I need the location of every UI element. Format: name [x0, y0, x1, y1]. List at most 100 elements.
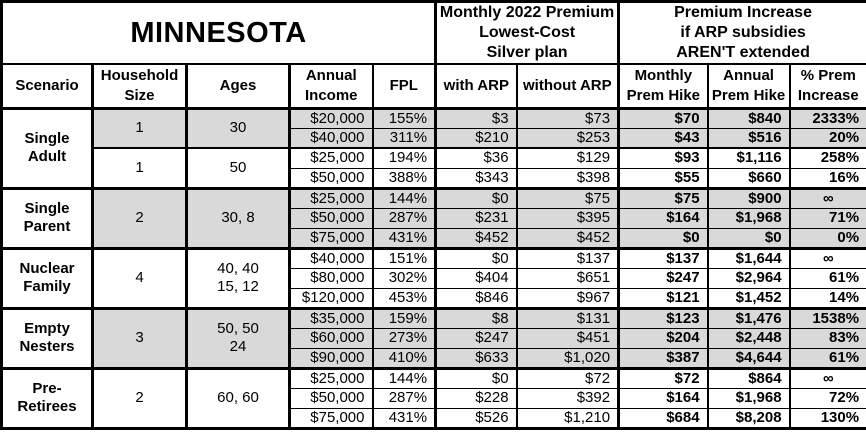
pct-prem-increase-cell: 0% — [788, 227, 866, 248]
fpl-cell: 155% — [371, 106, 436, 128]
annual-prem-hike-cell: $1,968 — [706, 207, 790, 228]
pct-prem-increase-cell: 83% — [788, 327, 866, 348]
fpl-cell: 194% — [371, 147, 436, 168]
without-arp-cell: $1,210 — [515, 407, 619, 428]
fpl-cell: 287% — [371, 207, 436, 228]
annual-income-cell: $90,000 — [288, 347, 373, 368]
col-header-household-size: Household Size — [91, 64, 187, 110]
annual-income-cell: $60,000 — [288, 327, 373, 348]
annual-income-cell: $20,000 — [288, 106, 373, 128]
table-header-group-row: MINNESOTA Monthly 2022 Premium Lowest-Co… — [1, 1, 866, 65]
annual-income-cell: $50,000 — [288, 387, 373, 408]
table-row: $50,000 388% $343 $398 $55 $660 16% — [2, 167, 866, 188]
fpl-cell: 388% — [371, 167, 436, 188]
household-size-cell: 2 — [91, 186, 187, 248]
without-arp-cell: $398 — [515, 167, 619, 188]
monthly-prem-hike-cell: $137 — [617, 246, 708, 268]
fpl-cell: 159% — [371, 306, 436, 328]
annual-prem-hike-cell: $516 — [706, 127, 790, 148]
without-arp-cell: $253 — [515, 127, 619, 148]
pct-prem-increase-cell: 130% — [788, 407, 866, 428]
monthly-prem-hike-cell: $43 — [617, 127, 708, 148]
with-arp-cell: $0 — [434, 186, 517, 208]
monthly-prem-hike-cell: $70 — [617, 106, 708, 128]
pct-prem-increase-cell: 1538% — [788, 306, 866, 328]
fpl-cell: 431% — [371, 227, 436, 248]
monthly-prem-hike-cell: $75 — [617, 186, 708, 208]
scenario-cell: Single Parent — [1, 186, 93, 248]
monthly-prem-hike-cell: $204 — [617, 327, 708, 348]
pct-prem-increase-cell: 16% — [788, 167, 866, 188]
ages-cell: 50, 50 24 — [185, 306, 290, 368]
table-title: MINNESOTA — [1, 1, 436, 65]
pct-prem-increase-cell: 258% — [788, 147, 866, 168]
table-row: Single Parent 2 30, 8 $25,000 144% $0 $75 $75 $9… — [1, 186, 866, 248]
premium-column-group-header: Monthly 2022 Premium Lowest-Cost Silver … — [434, 1, 619, 65]
fpl-cell: 410% — [371, 347, 436, 368]
annual-income-cell: $80,000 — [288, 267, 373, 288]
col-header-annual-prem-hike: Annual Prem Hike — [706, 64, 790, 110]
pct-prem-increase-cell: 71% — [788, 207, 866, 228]
fpl-cell: 453% — [371, 287, 436, 308]
annual-prem-hike-cell: $1,476 — [706, 306, 790, 328]
monthly-prem-hike-cell: $123 — [617, 306, 708, 328]
fpl-cell: 431% — [371, 407, 436, 428]
pct-prem-increase-cell: 14% — [788, 287, 866, 308]
ages-cell: 30, 8 — [185, 186, 290, 248]
without-arp-cell: $392 — [515, 387, 619, 408]
scenario-cell: Empty Nesters — [1, 306, 93, 368]
ages-cell: 50 — [185, 147, 290, 188]
fpl-cell: 287% — [371, 387, 436, 408]
table-row: Pre- Retirees 2 60, 60 $25,000 144% $0 $72 $72 $… — [1, 366, 866, 428]
ages-cell: 40, 40 15, 12 — [185, 246, 290, 308]
annual-income-cell: $40,000 — [288, 246, 373, 268]
table-row: $90,000 410% $633 $1,020 $387 $4,644 61% — [2, 347, 866, 368]
col-header-annual-income: Annual Income — [288, 64, 373, 110]
col-header-fpl: FPL — [371, 64, 436, 110]
fpl-cell: 144% — [371, 366, 436, 388]
with-arp-cell: $3 — [434, 106, 517, 128]
pct-prem-increase-cell: 61% — [788, 267, 866, 288]
with-arp-cell: $452 — [434, 227, 517, 248]
without-arp-cell: $1,020 — [515, 347, 619, 368]
col-header-with-arp: with ARP — [434, 64, 517, 110]
table-row: Single Adult 1 30 $20,000 155% $3 $73 $70 $840 23… — [1, 106, 866, 188]
without-arp-cell: $73 — [515, 106, 619, 128]
annual-prem-hike-cell: $1,968 — [706, 387, 790, 408]
annual-income-cell: $50,000 — [288, 167, 373, 188]
with-arp-cell: $404 — [434, 267, 517, 288]
with-arp-cell: $0 — [434, 246, 517, 268]
pct-prem-increase-cell: ∞ — [788, 366, 866, 388]
annual-prem-hike-cell: $864 — [706, 366, 790, 388]
col-header-without-arp: without ARP — [515, 64, 619, 110]
annual-income-cell: $120,000 — [288, 287, 373, 308]
ages-cell: 30 — [185, 106, 290, 148]
fpl-cell: 273% — [371, 327, 436, 348]
household-size-cell: 1 — [91, 147, 187, 188]
monthly-prem-hike-cell: $247 — [617, 267, 708, 288]
annual-prem-hike-cell: $8,208 — [706, 407, 790, 428]
annual-prem-hike-cell: $840 — [706, 106, 790, 128]
annual-income-cell: $35,000 — [288, 306, 373, 328]
household-size-cell: 2 — [91, 366, 187, 428]
table-row: $40,000 311% $210 $253 $43 $516 20% — [2, 127, 866, 148]
table-row: $75,000 431% $452 $452 $0 $0 0% — [2, 227, 866, 248]
monthly-prem-hike-cell: $164 — [617, 207, 708, 228]
annual-prem-hike-cell: $1,452 — [706, 287, 790, 308]
monthly-prem-hike-cell: $164 — [617, 387, 708, 408]
monthly-prem-hike-cell: $72 — [617, 366, 708, 388]
without-arp-cell: $395 — [515, 207, 619, 228]
pct-prem-increase-cell: 61% — [788, 347, 866, 368]
table-row: $75,000 431% $526 $1,210 $684 $8,208 130% — [2, 407, 866, 428]
monthly-prem-hike-cell: $121 — [617, 287, 708, 308]
table-column-header-row: Scenario Household Size Ages Annual Inco… — [1, 64, 866, 110]
scenario-cell: Nuclear Family — [1, 246, 93, 308]
without-arp-cell: $129 — [515, 147, 619, 168]
pct-prem-increase-cell: 72% — [788, 387, 866, 408]
scenario-cell: Pre- Retirees — [1, 366, 93, 428]
fpl-cell: 311% — [371, 127, 436, 148]
pct-prem-increase-cell: ∞ — [788, 186, 866, 208]
household-size-cell: 1 — [91, 106, 187, 148]
col-header-ages: Ages — [185, 64, 290, 110]
